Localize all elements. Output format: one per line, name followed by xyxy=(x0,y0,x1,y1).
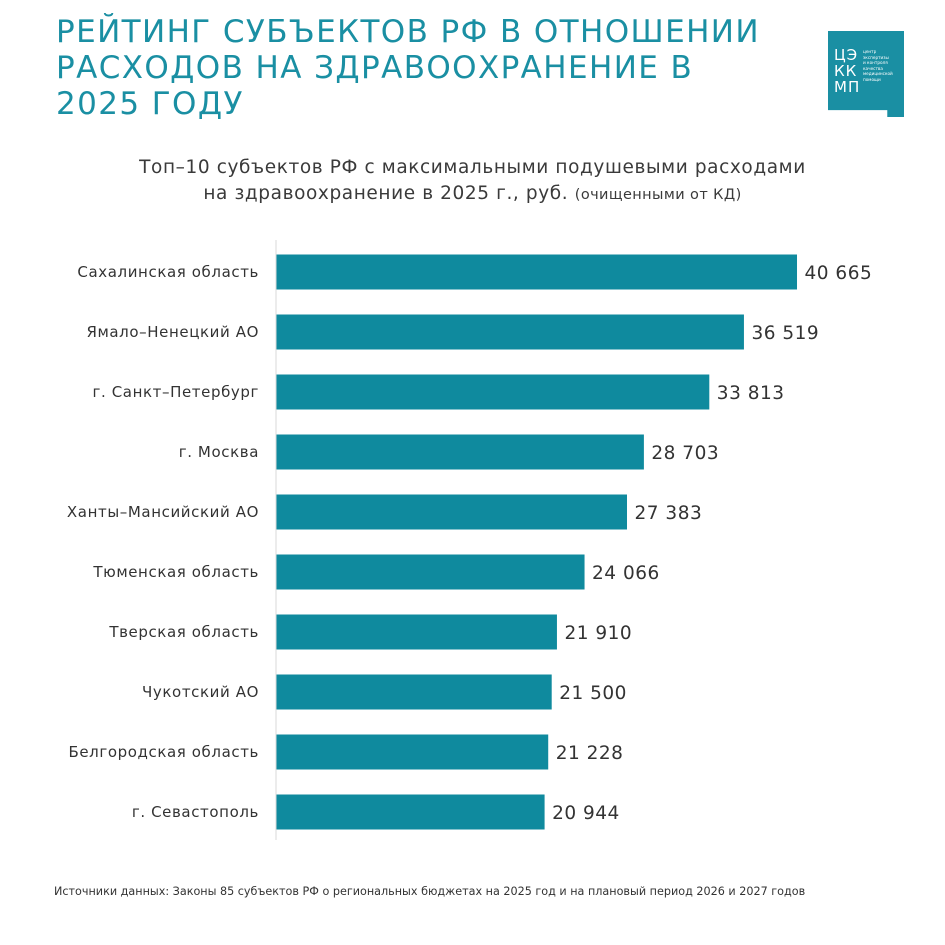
logo-caption-line: медицинской xyxy=(863,71,893,77)
category-label: г. Москва xyxy=(179,443,259,461)
value-label: 21 910 xyxy=(564,623,632,644)
logo-letters-row-2: КК xyxy=(834,62,858,80)
value-label: 28 703 xyxy=(651,443,719,464)
page-title: РЕЙТИНГ СУБЪЕКТОВ РФ В ОТНОШЕНИИ РАСХОДО… xyxy=(56,14,796,122)
chart-title-line-2: на здравоохранение в 2025 г., руб. (очищ… xyxy=(80,181,865,208)
category-label: г. Севастополь xyxy=(132,803,259,821)
logo-letters: ЦЭ КК МП xyxy=(834,47,860,95)
source-note: Источники данных: Законы 85 субъектов РФ… xyxy=(54,885,806,898)
category-label: Сахалинская область xyxy=(77,263,259,281)
title-line-3: 2025 ГОДУ xyxy=(56,86,244,122)
logo-caption-line: центр xyxy=(863,49,877,54)
category-label: Ямало–Ненецкий АО xyxy=(86,323,259,341)
logo-caption-line: и контроля xyxy=(863,60,888,66)
bar xyxy=(276,254,798,290)
value-label: 21 500 xyxy=(559,683,627,704)
bar xyxy=(276,614,557,650)
chart-title-line-1: Топ–10 субъектов РФ с максимальными поду… xyxy=(139,157,806,178)
bar xyxy=(276,374,710,410)
bar xyxy=(276,494,628,530)
chart-title-note: (очищенными от КД) xyxy=(574,187,742,203)
category-label: Тверская область xyxy=(108,623,259,641)
value-label: 20 944 xyxy=(552,803,620,824)
title-line-2: РАСХОДОВ НА ЗДРАВООХРАНЕНИЕ В xyxy=(56,50,694,86)
bar xyxy=(276,434,644,470)
logo-background xyxy=(828,31,904,117)
category-label: Белгородская область xyxy=(68,743,259,761)
category-label: Тюменская область xyxy=(92,563,259,581)
bar xyxy=(276,734,549,770)
logo-caption-line: качества xyxy=(863,65,883,71)
value-label: 27 383 xyxy=(635,503,703,524)
category-label: г. Санкт–Петербург xyxy=(92,383,259,401)
value-label: 40 665 xyxy=(805,263,873,284)
bar xyxy=(276,314,744,350)
bar xyxy=(276,674,552,710)
logo-letters-row-1: ЦЭ xyxy=(834,46,859,64)
category-label: Ханты–Мансийский АО xyxy=(67,503,259,521)
title-line-1: РЕЙТИНГ СУБЪЕКТОВ РФ В ОТНОШЕНИИ xyxy=(56,14,760,50)
logo-caption-line: экспертизы xyxy=(863,54,889,60)
bar-chart: Сахалинская область 40 665 Ямало–Ненецкий … xyxy=(67,240,873,840)
logo-caption: центр экспертизы и контроля качества мед… xyxy=(863,49,903,83)
value-label: 36 519 xyxy=(751,323,819,344)
logo-letters-row-3: МП xyxy=(834,78,861,96)
logo: ЦЭ КК МП центр экспертизы и контроля кач… xyxy=(828,31,904,117)
bar xyxy=(276,554,585,590)
value-label: 21 228 xyxy=(556,743,624,764)
value-label: 24 066 xyxy=(592,563,660,584)
chart-title: Топ–10 субъектов РФ с максимальными поду… xyxy=(80,155,865,208)
value-label: 33 813 xyxy=(717,383,785,404)
logo-caption-line: помощи xyxy=(863,76,881,82)
chart-title-line-2-text: на здравоохранение в 2025 г., руб. xyxy=(203,183,569,204)
category-label: Чукотский АО xyxy=(142,683,259,701)
bar xyxy=(276,794,545,830)
